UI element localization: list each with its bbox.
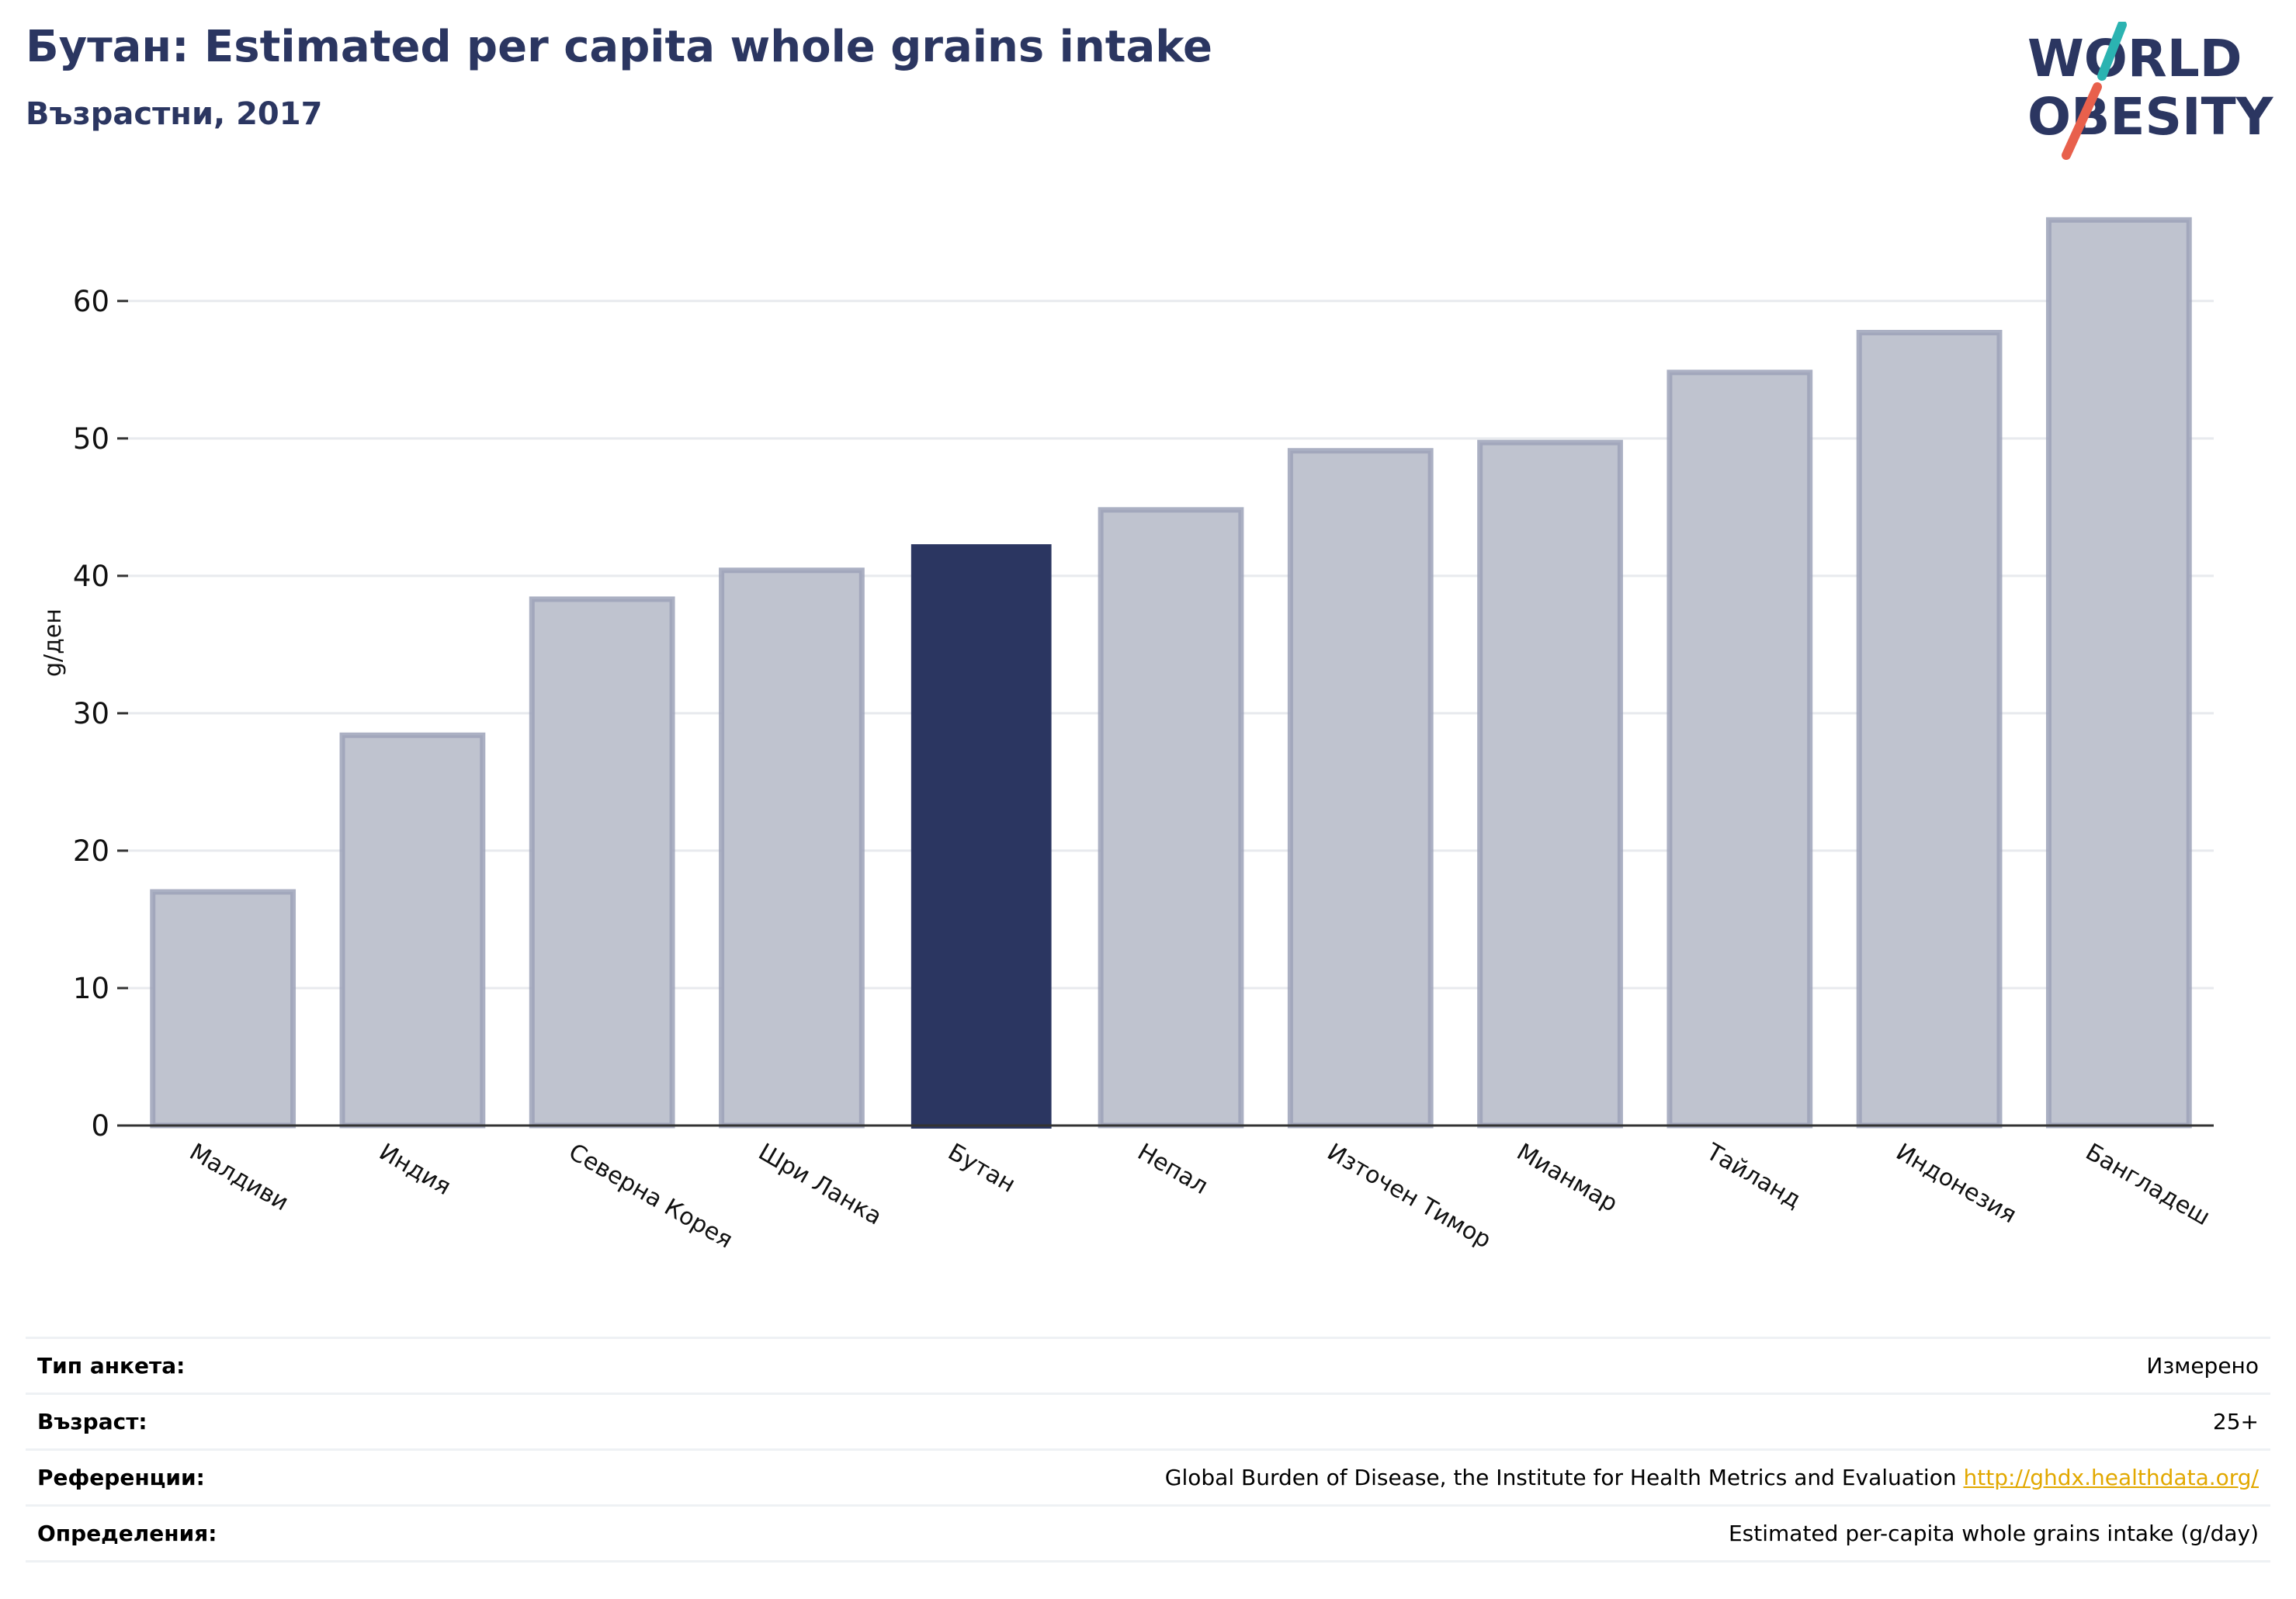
y-tick-label: 50	[73, 422, 109, 456]
y-tick-labels: 0 10 20 30 40 50 60	[73, 285, 128, 1143]
logo-slash-top	[2097, 22, 2127, 81]
bar-chart: 0 10 20 30 40 50 60 Малдиви Индия Северна Корея Ш…	[40, 217, 2214, 1254]
bar	[2045, 217, 2192, 1129]
bar	[529, 596, 675, 1129]
bar	[1477, 439, 1623, 1129]
bar	[1098, 507, 1244, 1129]
x-tick-label: Шри Ланка	[754, 1139, 886, 1231]
x-tick-label: Мианмар	[1512, 1139, 1622, 1218]
info-row-definitions: Определения: Estimated per-capita whole …	[26, 1507, 2270, 1563]
info-table: Тип анкета: Измерено Възраст: 25+ Рефере…	[26, 1337, 2270, 1563]
y-tick-label: 20	[73, 834, 109, 868]
info-label: Тип анкета:	[37, 1353, 186, 1379]
logo-text-world: WORLD	[2027, 29, 2242, 88]
x-tick-label: Малдиви	[185, 1139, 293, 1217]
bars	[150, 217, 2192, 1129]
chart-title: Бутан: Estimated per capita whole grains…	[26, 22, 1213, 72]
x-tick-label: Източен Тимор	[1323, 1139, 1496, 1254]
info-label: Възраст:	[37, 1409, 147, 1434]
y-tick-label: 0	[91, 1109, 109, 1143]
x-tick-label: Северна Корея	[564, 1139, 737, 1254]
x-tick-label: Бангладеш	[2081, 1139, 2214, 1232]
info-row-survey-type: Тип анкета: Измерено	[26, 1339, 2270, 1395]
bar	[150, 889, 297, 1129]
bar	[1667, 369, 1813, 1129]
bar	[910, 544, 1052, 1129]
reference-link[interactable]: http://ghdx.healthdata.org/	[1963, 1465, 2259, 1490]
info-value: Измерено	[2146, 1353, 2259, 1379]
reference-text: Global Burden of Disease, the Institute …	[1164, 1465, 1964, 1490]
info-value: 25+	[2212, 1409, 2259, 1434]
y-tick-label: 10	[73, 972, 109, 1005]
x-tick-label: Индонезия	[1892, 1139, 2021, 1230]
logo-slash-bottom	[2062, 82, 2102, 160]
x-tick-labels: Малдиви Индия Северна Корея Шри Ланка Бутан Н…	[185, 1138, 2214, 1254]
info-label: Референции:	[37, 1465, 205, 1490]
info-label: Определения:	[37, 1521, 217, 1546]
y-axis-label: g/ден	[40, 609, 67, 677]
world-obesity-logo: WORLD OBESITY	[2027, 22, 2274, 160]
bar	[1856, 329, 2003, 1129]
bar	[1287, 448, 1434, 1129]
bar	[339, 732, 486, 1129]
info-value: Estimated per-capita whole grains intake…	[1728, 1521, 2259, 1546]
y-tick-label: 30	[73, 697, 109, 730]
logo-text-obesity: OBESITY	[2027, 87, 2274, 147]
x-tick-label: Непал	[1133, 1139, 1213, 1200]
y-tick-label: 60	[73, 285, 109, 318]
x-tick-label: Индия	[374, 1139, 455, 1201]
y-tick-label: 40	[73, 560, 109, 593]
bar	[719, 567, 865, 1129]
info-row-age: Възраст: 25+	[26, 1395, 2270, 1451]
info-row-references: Референции: Global Burden of Disease, th…	[26, 1451, 2270, 1507]
info-value-references: Global Burden of Disease, the Institute …	[1165, 1465, 2259, 1490]
x-tick-label: Тайланд	[1701, 1138, 1805, 1214]
chart-subtitle: Възрастни, 2017	[26, 96, 323, 132]
x-tick-label: Бутан	[943, 1139, 1020, 1198]
